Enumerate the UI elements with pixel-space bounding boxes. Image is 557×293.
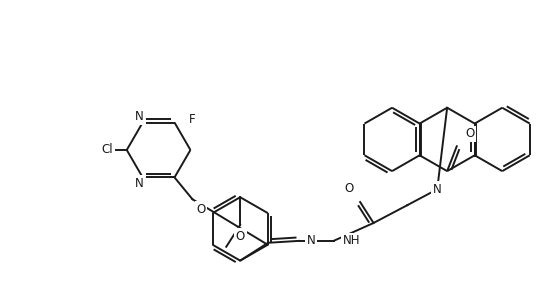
Text: N: N — [307, 234, 316, 247]
Text: O: O — [236, 230, 245, 243]
Text: N: N — [433, 183, 442, 196]
Text: O: O — [197, 203, 206, 216]
Text: NH: NH — [343, 234, 360, 247]
Text: O: O — [344, 182, 354, 195]
Text: Cl: Cl — [101, 144, 113, 156]
Text: N: N — [135, 177, 144, 190]
Text: F: F — [188, 113, 195, 126]
Text: O: O — [465, 127, 475, 140]
Text: N: N — [135, 110, 144, 123]
